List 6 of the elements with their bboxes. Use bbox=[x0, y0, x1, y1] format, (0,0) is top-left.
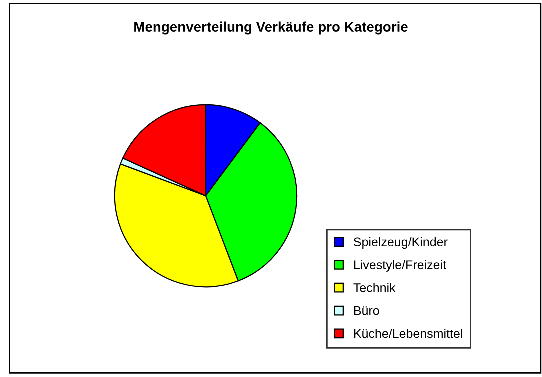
legend-label: Technik bbox=[354, 283, 396, 292]
legend-label: Livestyle/Freizeit bbox=[354, 260, 446, 272]
legend-label: Büro bbox=[354, 306, 380, 316]
legend-label: Spielzeug/Kinder bbox=[354, 237, 448, 250]
chart-title: Mengenverteilung Verkäufe pro Kategorie bbox=[134, 22, 408, 35]
legend-label: Küche/Lebensmittel bbox=[354, 328, 462, 338]
